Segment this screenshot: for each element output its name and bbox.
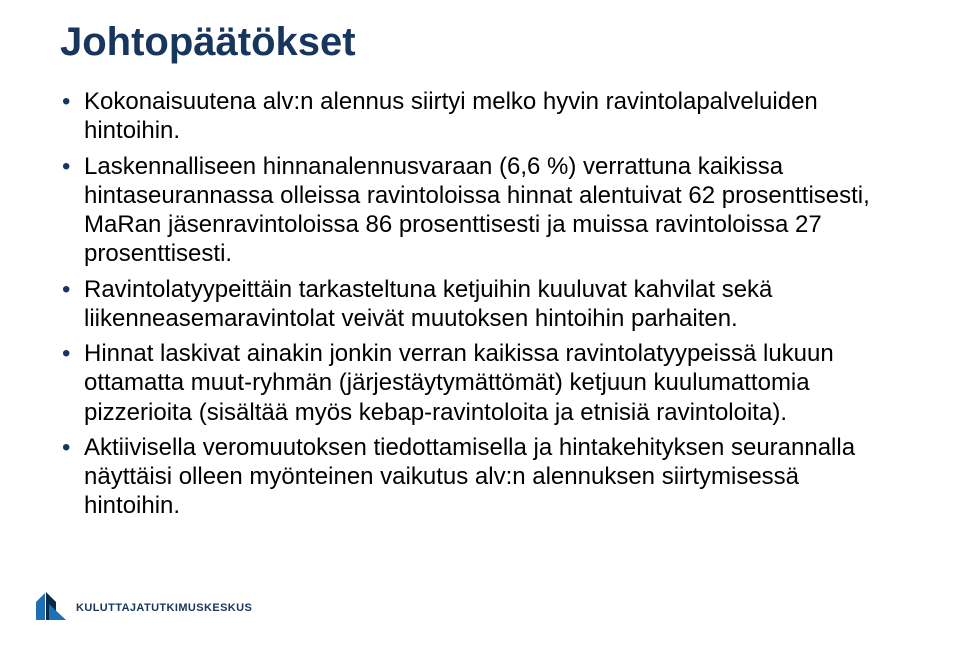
slide-title: Johtopäätökset [60,20,900,65]
logo-text: KULUTTAJATUTKIMUSKESKUS [76,602,252,614]
bullet-text: Kokonaisuutena alv:n alennus siirtyi mel… [84,88,818,144]
bullet-item: Kokonaisuutena alv:n alennus siirtyi mel… [60,87,900,146]
bullet-item: Hinnat laskivat ainakin jonkin verran ka… [60,339,900,427]
bullet-text: Ravintolatyypeittäin tarkasteltuna ketju… [84,276,772,332]
logo-shape-right [49,604,66,620]
bullet-item: Aktiivisella veromuutoksen tiedottamisel… [60,433,900,521]
logo-shape-left [36,593,45,620]
slide: Johtopäätökset Kokonaisuutena alv:n alen… [0,0,960,645]
bullet-item: Ravintolatyypeittäin tarkasteltuna ketju… [60,275,900,334]
bullet-item: Laskennalliseen hinnanalennusvaraan (6,6… [60,152,900,269]
footer-logo: KULUTTAJATUTKIMUSKESKUS [36,590,252,625]
bullet-text: Laskennalliseen hinnanalennusvaraan (6,6… [84,153,870,268]
logo-mark-icon [36,590,70,625]
bullet-list: Kokonaisuutena alv:n alennus siirtyi mel… [60,87,900,521]
bullet-text: Aktiivisella veromuutoksen tiedottamisel… [84,434,855,520]
bullet-text: Hinnat laskivat ainakin jonkin verran ka… [84,340,834,426]
